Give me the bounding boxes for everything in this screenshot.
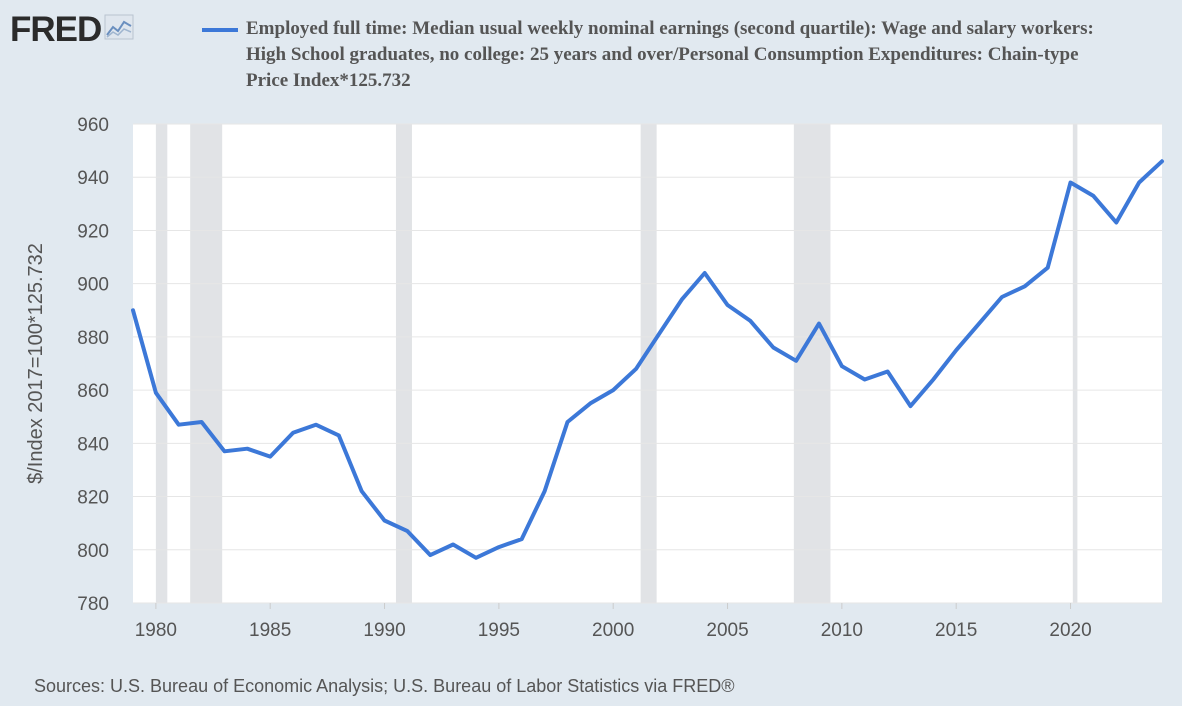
data-point [565,420,569,424]
data-point [931,377,935,381]
y-tick-label: 960 [77,115,109,136]
y-tick-label: 920 [77,221,109,242]
y-axis-label: $/Index 2017=100*125.732 [25,243,47,484]
legend-label: Employed full time: Median usual weekly … [246,18,1094,91]
data-point [840,364,844,368]
fred-logo[interactable]: FRED [10,12,134,48]
data-point [200,420,204,424]
data-point [131,308,135,312]
data-point [680,298,684,302]
series-line [131,159,1164,560]
recession-band [155,124,168,603]
data-point [222,449,226,453]
recession-band [640,124,657,603]
y-tick-label: 900 [77,275,109,296]
data-point [154,391,158,395]
data-point [1023,284,1027,288]
y-tick-label: 820 [77,488,109,509]
x-tick-label: 1990 [363,620,405,641]
data-point [886,369,890,373]
data-point [291,431,295,435]
data-point [1000,295,1004,299]
y-tick-label: 880 [77,328,109,349]
data-point [497,545,501,549]
data-point [428,553,432,557]
data-point [657,332,661,336]
fred-logo-text: FRED [10,10,102,49]
x-tick-label: 2020 [1049,620,1091,641]
line-chart: 780 800 820 840 860 880 900 920 940 960 1980 1985 19… [25,115,1164,641]
data-point [748,319,752,323]
data-point [177,423,181,427]
y-tick-label: 840 [77,434,109,455]
x-tick-label: 1985 [249,620,291,641]
data-point [1160,159,1164,163]
line-chart-icon [104,14,134,40]
data-point [1114,220,1118,224]
data-point [268,455,272,459]
data-point [817,322,821,326]
legend-swatch [202,28,238,32]
y-tick-label: 800 [77,541,109,562]
x-tick-label: 2005 [706,620,748,641]
recession-band [1072,124,1078,603]
data-point [1137,181,1141,185]
data-point [360,489,364,493]
data-point [1069,181,1073,185]
x-tick-label: 1980 [135,620,177,641]
data-point [771,346,775,350]
data-point [794,359,798,363]
data-point [611,388,615,392]
data-point [977,322,981,326]
y-tick-label: 780 [77,594,109,615]
data-point [383,519,387,523]
data-point [314,423,318,427]
y-tick-label: 860 [77,381,109,402]
data-point [863,377,867,381]
data-point [245,447,249,451]
data-point [474,556,478,560]
x-tick-label: 2010 [821,620,863,641]
data-point [703,271,707,275]
data-point [908,404,912,408]
x-tick-label: 2000 [592,620,634,641]
recession-band [190,124,223,603]
data-point [1046,266,1050,270]
data-point [543,489,547,493]
recession-band [395,124,412,603]
data-point [634,367,638,371]
data-point [954,348,958,352]
data-point [726,303,730,307]
x-tick-label: 1995 [478,620,520,641]
data-point [1091,194,1095,198]
data-point [520,537,524,541]
source-note: Sources: U.S. Bureau of Economic Analysi… [34,676,735,696]
x-tick-label: 2015 [935,620,977,641]
data-point [588,401,592,405]
y-tick-label: 940 [77,168,109,189]
data-point [337,433,341,437]
data-point [451,542,455,546]
data-point [405,529,409,533]
recession-band [793,124,831,603]
chart-legend: Employed full time: Median usual weekly … [202,16,1102,94]
